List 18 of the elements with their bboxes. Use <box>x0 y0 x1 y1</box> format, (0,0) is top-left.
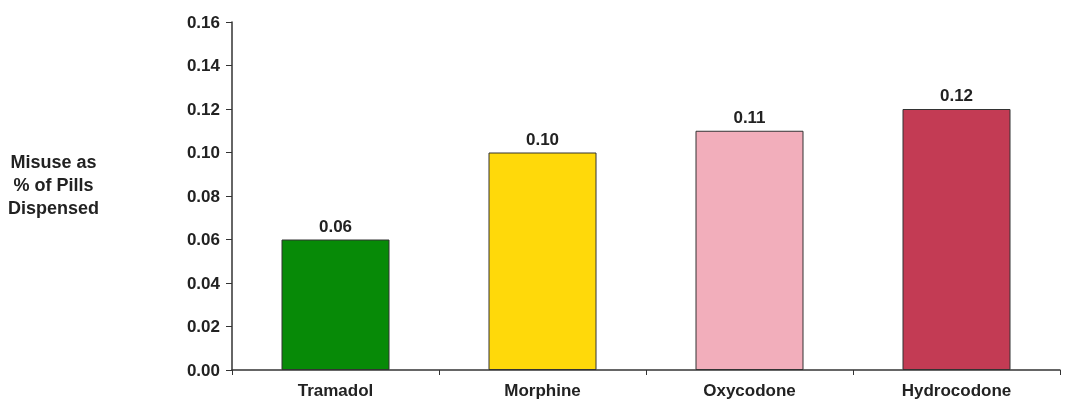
y-tick-label: 0.10 <box>186 143 220 162</box>
x-tick-label: Morphine <box>504 381 581 400</box>
x-tick-label: Hydrocodone <box>901 381 1012 400</box>
y-tick-label: 0.06 <box>186 230 220 249</box>
y-tick-label: 0.08 <box>186 186 220 206</box>
data-label: 0.12 <box>939 86 974 105</box>
y-tick-label: 0.00 <box>186 360 220 380</box>
y-tick-label: 0.16 <box>186 12 220 32</box>
data-label: 0.06 <box>318 216 353 236</box>
y-tick-label: 0.14 <box>186 56 221 75</box>
y-tick-label: 0.04 <box>186 273 221 293</box>
x-tick-label: Tramadol <box>297 381 374 400</box>
y-tick-label: 0.12 <box>186 99 220 119</box>
x-tick-label: Oxycodone <box>703 381 796 400</box>
y-axis-title: Misuse as % of Pills Dispensed <box>8 151 100 218</box>
data-label: 0.10 <box>525 129 560 149</box>
data-label: 0.11 <box>733 107 766 127</box>
y-tick-label: 0.02 <box>186 317 220 336</box>
